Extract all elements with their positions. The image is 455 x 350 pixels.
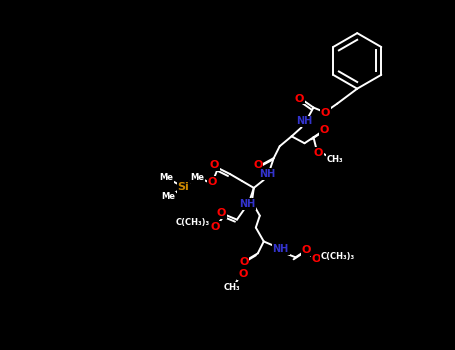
Text: Me: Me xyxy=(162,193,175,201)
Text: O: O xyxy=(238,269,248,279)
Text: O: O xyxy=(295,93,304,104)
Text: C(CH₃)₃: C(CH₃)₃ xyxy=(175,218,209,227)
Text: O: O xyxy=(321,107,330,118)
Text: O: O xyxy=(216,208,226,218)
Text: O: O xyxy=(302,245,311,256)
Text: O: O xyxy=(207,177,217,187)
Text: NH: NH xyxy=(258,169,275,179)
Text: O: O xyxy=(320,125,329,135)
Text: NH: NH xyxy=(273,244,289,254)
Text: Si: Si xyxy=(177,182,189,192)
Text: Me: Me xyxy=(159,174,173,182)
Text: O: O xyxy=(312,254,321,264)
Text: CH₃: CH₃ xyxy=(224,282,240,292)
Text: O: O xyxy=(314,148,323,158)
Text: O: O xyxy=(239,257,248,267)
Text: O: O xyxy=(209,160,219,170)
Text: Me: Me xyxy=(190,174,204,182)
Text: NH: NH xyxy=(239,199,255,209)
Text: NH: NH xyxy=(296,117,313,126)
Text: CH₃: CH₃ xyxy=(327,155,344,164)
Text: O: O xyxy=(210,222,220,232)
Text: O: O xyxy=(253,160,263,170)
Text: C(CH₃)₃: C(CH₃)₃ xyxy=(320,252,354,261)
